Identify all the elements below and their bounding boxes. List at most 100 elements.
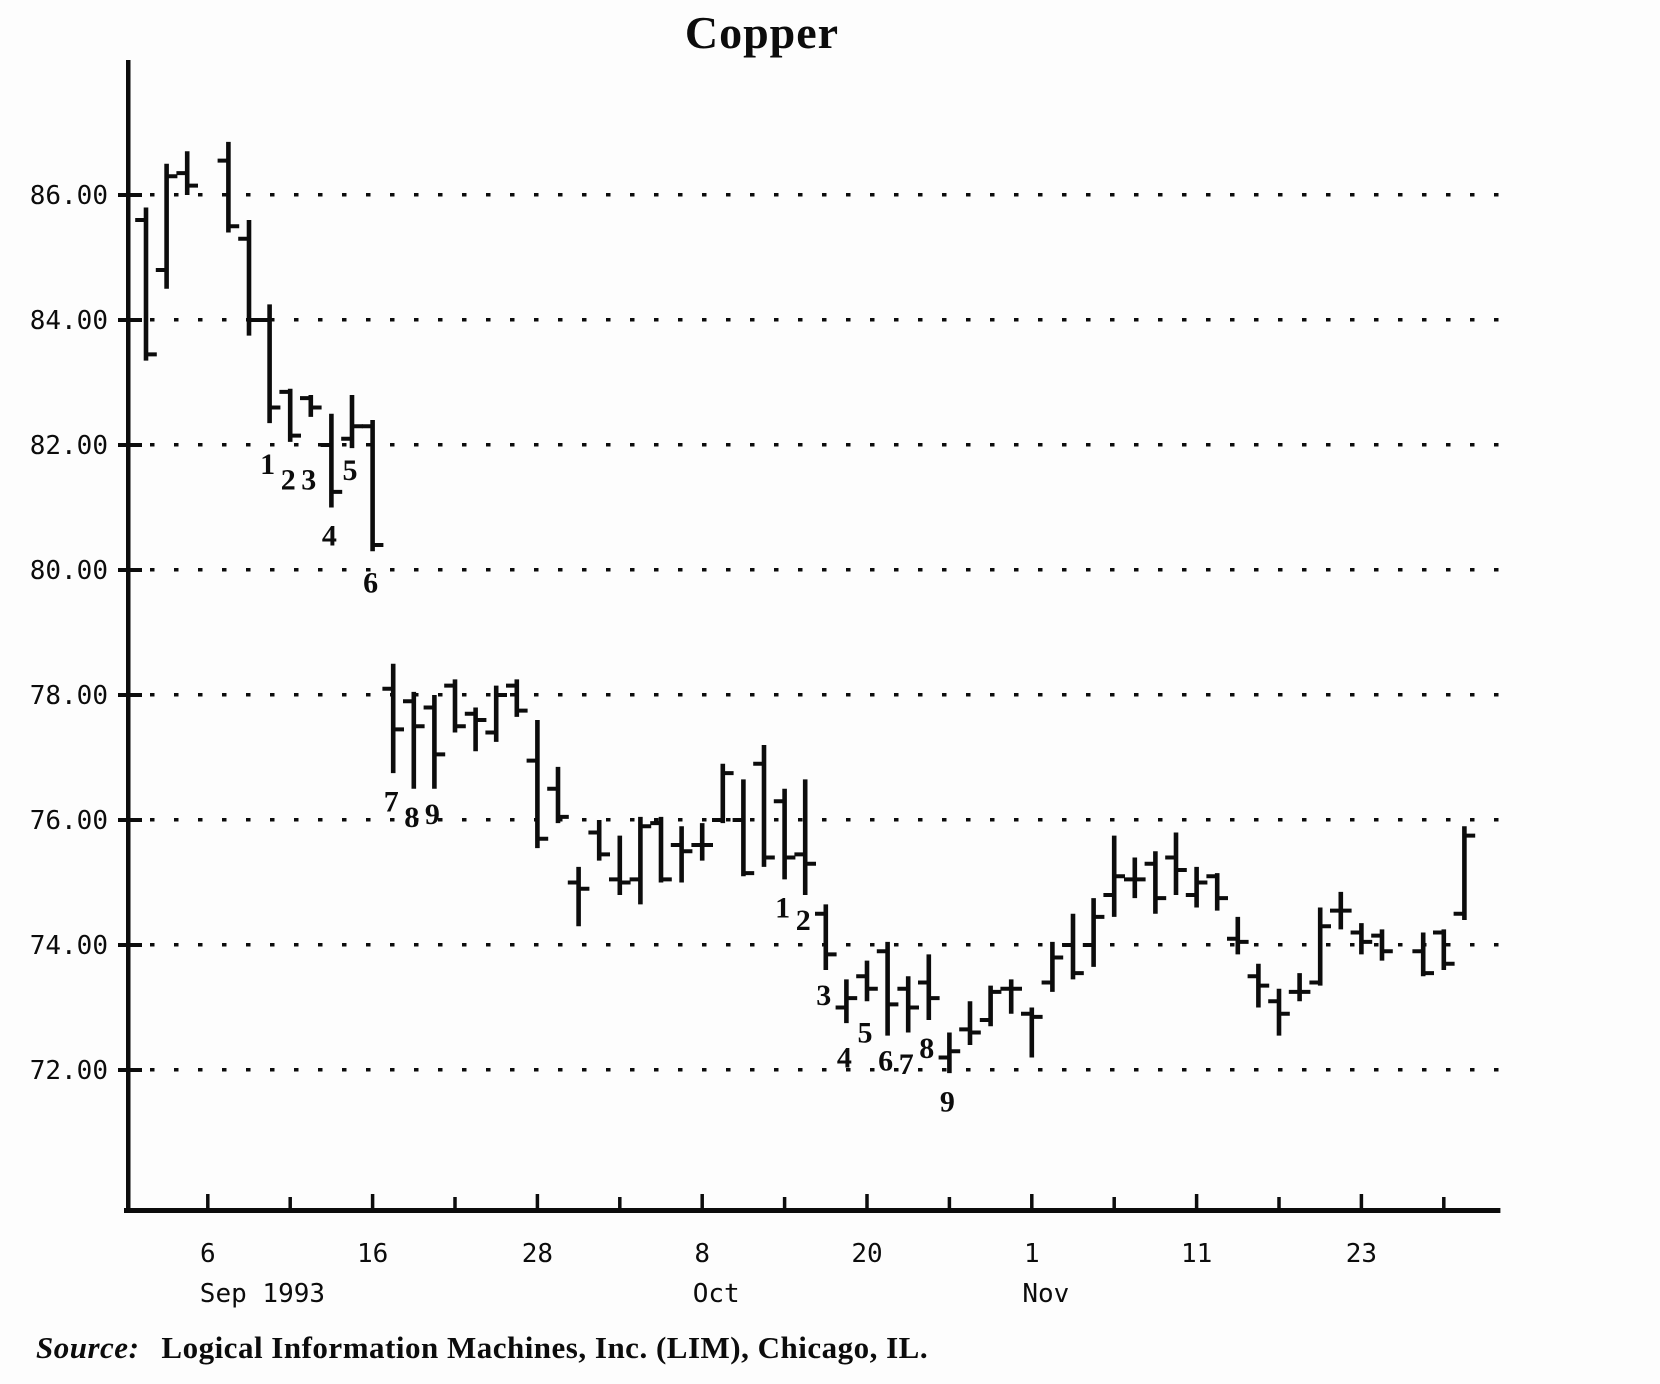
price-bar: 8 [918,954,940,1065]
gridline-dot [390,818,395,822]
gridline-dot [870,193,875,197]
open-tick [897,986,909,991]
gridline-dot [1326,1068,1331,1072]
gridline-dot [294,693,299,697]
open-tick [238,236,249,241]
gridline-dot [630,943,635,947]
gridline-dot [150,818,155,822]
high-low-line [1317,907,1323,986]
gridline-dot [1326,693,1331,697]
close-tick [1279,1011,1290,1016]
y-tick [118,1068,142,1072]
gridline-dot [918,693,923,697]
price-bar [1041,941,1064,992]
gridline-dot [654,693,659,697]
gridline-dot [894,318,899,322]
gridline-dot [1446,943,1451,947]
gridline-dot [726,943,731,947]
gridline-dot [702,443,707,447]
high-low-line [679,826,684,883]
gridline-dot [918,193,923,197]
gridline-dot [294,568,299,572]
gridline-dot [630,443,635,447]
open-tick [1000,986,1012,991]
gridline-dot [486,818,491,822]
gridline-dot [558,568,563,572]
gridline-dot [1206,1068,1211,1072]
gridline-dot [1230,193,1235,197]
gridline-dot [1302,443,1307,447]
y-gridline [150,568,1499,572]
gridline-dot [678,443,683,447]
gridline-dot [1494,943,1499,947]
gridline-dot [918,568,923,572]
open-tick [135,218,146,222]
gridline-dot [222,943,227,947]
gridline-dot [342,193,347,197]
price-bar [1288,973,1311,1002]
close-tick [393,727,404,732]
gridline-dot [414,193,419,197]
price-bar [1124,857,1146,899]
setup-count-label: 6 [363,567,378,600]
x-tick-label: 6 [200,1239,216,1269]
gridline-dot [966,443,971,447]
copper-price-chart: 86.00 84.00 82.00 80.00 78.00 76.00 74.00 72.00… [30,60,1501,1309]
high-low-line [452,679,458,733]
gridline-dot [1278,443,1283,447]
gridline-dot [390,943,395,947]
close-tick [619,880,631,885]
gridline-dot [702,1068,707,1072]
gridline-dot [462,693,467,697]
gridline-dot [1182,443,1187,447]
gridline-dot [1134,568,1139,572]
gridline-dot [246,443,251,447]
gridline-dot [246,568,251,572]
gridline-dot [1398,443,1403,447]
open-tick [1433,930,1444,935]
gridline-dot [270,943,275,947]
gridline-dot [1494,1068,1499,1072]
gridline-dot [846,818,851,822]
gridline-dot [798,693,803,697]
price-bar [1453,826,1476,920]
gridline-dot [582,943,587,947]
y-gridline [150,193,1499,197]
gridline-dot [750,943,755,947]
price-bar: 7 [382,663,404,818]
gridline-dot [678,818,683,822]
gridline-dot [174,943,179,947]
close-tick [331,489,343,494]
gridline-dot [1254,1068,1259,1072]
open-tick [650,821,661,826]
high-low-line [493,685,499,742]
gridline-dot [198,1068,203,1072]
high-low-line [596,820,602,861]
close-tick [764,855,775,860]
gridline-dot [798,318,803,322]
y-gridline [150,443,1499,447]
gridline-dot [1206,693,1211,697]
gridline-dot [342,1068,347,1072]
gridline-dot [678,943,683,947]
open-tick [1268,999,1279,1004]
open-tick [1185,893,1197,897]
open-tick [155,268,167,272]
open-tick [361,424,373,429]
gridline-dot [870,1068,875,1072]
close-tick [887,1002,899,1007]
gridline-dot [534,443,539,447]
gridline-dot [1182,818,1187,822]
gridline-dot [222,443,227,447]
gridline-dot [966,318,971,322]
gridline-dot [822,318,827,322]
close-tick [867,986,878,991]
gridline-dot [846,443,851,447]
gridline-dot [366,443,371,447]
high-low-line [905,976,911,1033]
gridline-dot [870,943,875,947]
gridline-dot [414,818,419,822]
gridline-dot [294,818,299,822]
x-minor-tick [1112,1197,1116,1210]
gridline-dot [822,1068,827,1072]
